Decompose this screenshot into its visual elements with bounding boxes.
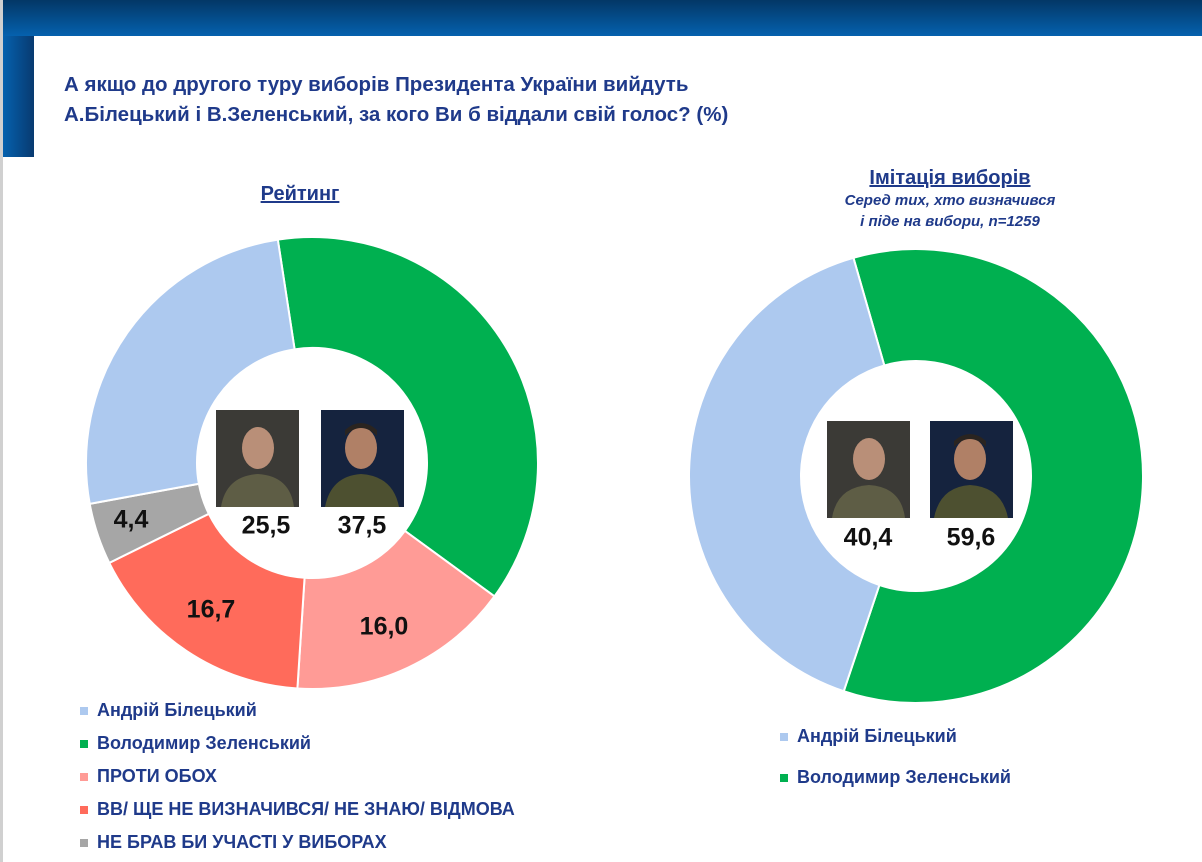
label-bilecky: 25,5 — [241, 511, 291, 540]
label-zelensky: 37,5 — [337, 511, 387, 540]
photo-bilecky-2 — [827, 421, 910, 518]
portrait-bilecky-icon — [216, 410, 299, 507]
chart-1-legend: Андрій Білецький Володимир Зеленський ПР… — [80, 694, 515, 859]
header-bar — [3, 0, 1202, 36]
photo-bilecky — [216, 410, 299, 507]
legend-swatch — [80, 772, 88, 781]
label-against-both: 16,0 — [359, 612, 409, 641]
legend-label: Андрій Білецький — [97, 700, 257, 720]
legend-label: ПРОТИ ОБОХ — [97, 766, 217, 786]
label-not-voting: 4,4 — [113, 505, 149, 534]
legend-item: ПРОТИ ОБОХ — [80, 760, 515, 793]
legend-item: Володимир Зеленський — [80, 727, 515, 760]
slice-1 — [842, 248, 1144, 704]
legend-item: Андрій Білецький — [780, 716, 1011, 757]
label-bilecky-2: 40,4 — [843, 523, 893, 552]
label-zelensky-2: 59,6 — [946, 523, 996, 552]
chart-2-subtitle: Серед тих, хто визначився і піде на вибо… — [800, 190, 1100, 232]
legend-swatch — [80, 805, 88, 814]
legend-label: Володимир Зеленський — [797, 767, 1011, 787]
left-edge — [0, 0, 3, 862]
legend-swatch — [780, 773, 788, 782]
chart-2-slices — [688, 248, 1144, 704]
legend-label: Володимир Зеленський — [97, 733, 311, 753]
legend-label: Андрій Білецький — [797, 726, 957, 746]
slice-5 — [85, 238, 296, 505]
chart-2-title: Імітація виборів — [869, 167, 1031, 189]
chart-2-subtitle-line-2: і піде на вибори, n=1259 — [860, 213, 1040, 230]
chart-1-title: Рейтинг — [260, 183, 340, 205]
photo-zelensky-2 — [930, 421, 1013, 518]
legend-label: НЕ БРАВ БИ УЧАСТІ У ВИБОРАХ — [97, 832, 387, 852]
chart-2-legend: Андрій Білецький Володимир Зеленський — [780, 716, 1011, 798]
title-line-2: А.Білецький і В.Зеленський, за кого Ви б… — [64, 103, 729, 126]
legend-label: ВВ/ ЩЕ НЕ ВИЗНАЧИВСЯ/ НЕ ЗНАЮ/ ВІДМОВА — [97, 799, 515, 819]
legend-swatch — [80, 838, 88, 847]
legend-item: Андрій Білецький — [80, 694, 515, 727]
portrait-bilecky-icon — [827, 421, 910, 518]
legend-item: НЕ БРАВ БИ УЧАСТІ У ВИБОРАХ — [80, 826, 515, 859]
portrait-zelensky-icon — [321, 410, 404, 507]
title-line-1: А якщо до другого туру виборів Президент… — [64, 73, 689, 96]
legend-swatch — [80, 739, 88, 748]
chart-2-subtitle-line-1: Серед тих, хто визначився — [844, 192, 1056, 209]
legend-swatch — [80, 706, 88, 715]
slice-2 — [296, 529, 496, 690]
label-undecided: 16,7 — [186, 595, 236, 624]
slice-3 — [107, 512, 306, 690]
legend-item: ВВ/ ЩЕ НЕ ВИЗНАЧИВСЯ/ НЕ ЗНАЮ/ ВІДМОВА — [80, 793, 515, 826]
legend-item: Володимир Зеленський — [780, 757, 1011, 798]
slice-2 — [688, 256, 886, 693]
chart-1-slices — [85, 236, 539, 690]
portrait-zelensky-icon — [930, 421, 1013, 518]
page-title: А якщо до другого туру виборів Президент… — [64, 70, 728, 130]
header-side-accent — [3, 36, 34, 157]
slice-1 — [276, 236, 539, 598]
legend-swatch — [780, 732, 788, 741]
photo-zelensky — [321, 410, 404, 507]
